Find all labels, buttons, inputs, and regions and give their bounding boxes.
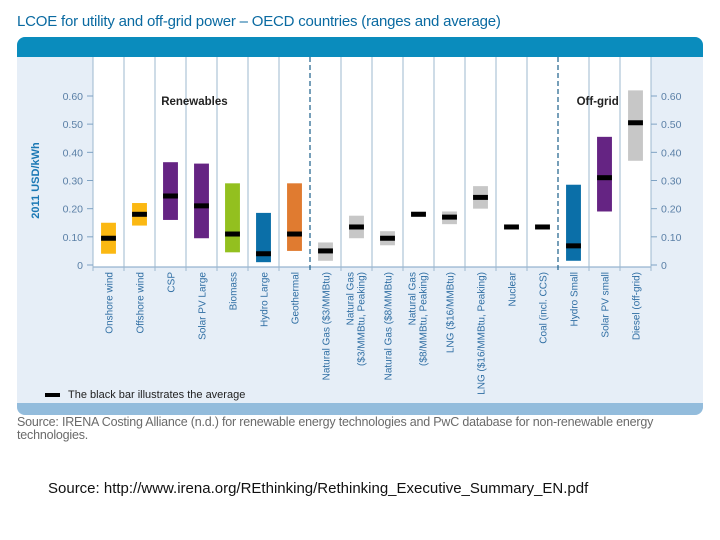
average-marker — [628, 120, 643, 126]
average-marker — [318, 248, 333, 254]
category-label: Coal (incl. CCS) — [539, 272, 550, 344]
category-label: Onshore wind — [105, 272, 116, 334]
category-label-line: Solar PV small — [601, 272, 612, 338]
category-label-line: Solar PV Large — [198, 272, 209, 340]
y-tick-label-left: 0.40 — [63, 147, 84, 159]
average-marker — [380, 235, 395, 241]
legend-label: The black bar illustrates the average — [68, 389, 246, 401]
category-label: LNG ($16/MMBtu) — [446, 272, 457, 353]
y-tick-label-left: 0.50 — [63, 119, 84, 131]
category-label: Diesel (off-grid) — [632, 272, 643, 340]
source-url: Source: http://www.irena.org/REthinking/… — [48, 480, 589, 497]
category-label: Natural Gas($3/MMBtu, Peaking) — [346, 272, 368, 366]
category-label: Natural Gas($8/MMBtu, Peaking) — [408, 272, 430, 366]
category-label: Natural Gas ($8/MMBtu) — [384, 272, 395, 380]
category-label-line: ($3/MMBtu, Peaking) — [357, 272, 368, 366]
legend: The black bar illustrates the average — [45, 389, 245, 401]
chart-panel: 0 0 0.10 0.10 0.20 0.20 0.30 0.30 0.40 0.40 0.50 0.… — [17, 37, 703, 415]
panel-header-bar — [17, 37, 703, 57]
category-label-line: Biomass — [229, 272, 240, 310]
average-marker — [535, 224, 550, 230]
category-label-line: Natural Gas ($8/MMBtu) — [384, 272, 395, 380]
category-label-line: Coal (incl. CCS) — [539, 272, 550, 344]
category-label-line: Onshore wind — [105, 272, 116, 334]
average-marker — [597, 175, 612, 181]
range-bar — [256, 212, 271, 263]
y-tick-label-right: 0.50 — [661, 119, 682, 131]
category-label: Nuclear — [508, 271, 519, 306]
y-tick-label-left: 0.10 — [63, 232, 84, 244]
category-label: Natural Gas ($3/MMBtu) — [322, 272, 333, 380]
category-label: LNG ($16/MMBtu, Peaking) — [477, 272, 488, 395]
average-bar-legend-swatch — [45, 393, 60, 397]
category-label-line: Hydro Large — [260, 272, 271, 327]
y-tick-label-right: 0.60 — [661, 91, 682, 103]
y-tick-label-right: 0.10 — [661, 232, 682, 244]
y-tick-label-right: 0.20 — [661, 204, 682, 216]
category-label-line: CSP — [167, 272, 178, 293]
category-label: Geothermal — [291, 272, 302, 324]
y-axis-title: 2011 USD/kWh — [30, 142, 42, 219]
average-marker — [349, 224, 364, 230]
average-marker — [101, 235, 116, 241]
category-label: Biomass — [229, 272, 240, 310]
range-bar — [287, 183, 302, 251]
lcoe-chart: 0 0 0.10 0.10 0.20 0.20 0.30 0.30 0.40 0.40 0.50 0.… — [30, 57, 682, 395]
y-tick-label-left: 0.60 — [63, 91, 84, 103]
average-marker — [287, 231, 302, 237]
average-marker — [163, 193, 178, 199]
category-label-line: Geothermal — [291, 272, 302, 324]
chart-title: LCOE for utility and off-grid power – OE… — [17, 13, 501, 30]
average-marker — [473, 194, 488, 200]
category-label-line: Hydro Small — [570, 272, 581, 326]
category-label-line: Natural Gas — [346, 272, 357, 325]
average-marker — [225, 231, 240, 237]
group-label-off-grid: Off-grid — [577, 96, 619, 108]
y-tick-label-left: 0.30 — [63, 176, 84, 188]
range-bar — [628, 90, 643, 161]
category-label-line: Diesel (off-grid) — [632, 272, 643, 340]
range-bar — [566, 184, 581, 261]
category-label-line: Offshore wind — [136, 272, 147, 334]
average-marker — [411, 211, 426, 217]
average-marker — [194, 203, 209, 209]
category-label: Solar PV Large — [198, 272, 209, 340]
average-marker — [132, 211, 147, 217]
range-bar — [225, 183, 240, 253]
y-tick-label-left: 0.20 — [63, 204, 84, 216]
category-label: Solar PV small — [601, 272, 612, 338]
y-tick-label-right: 0.40 — [661, 147, 682, 159]
panel-footer-bar — [17, 403, 703, 415]
average-marker — [504, 224, 519, 230]
range-bar — [194, 163, 209, 239]
category-label-line: Natural Gas ($3/MMBtu) — [322, 272, 333, 380]
category-label-line: LNG ($16/MMBtu) — [446, 272, 457, 353]
category-label-line: LNG ($16/MMBtu, Peaking) — [477, 272, 488, 395]
category-label: Hydro Small — [570, 272, 581, 326]
y-tick-label-right: 0.30 — [661, 176, 682, 188]
category-label: CSP — [167, 272, 178, 293]
y-tick-label-right: 0 — [661, 260, 667, 272]
y-tick-label-left: 0 — [77, 260, 83, 272]
range-bar — [597, 136, 612, 212]
category-label: Hydro Large — [260, 272, 271, 327]
average-marker — [566, 243, 581, 249]
category-label-line: Natural Gas — [408, 272, 419, 325]
group-label-renewables: Renewables — [161, 96, 227, 108]
average-marker — [442, 214, 457, 220]
range-bar — [163, 162, 178, 220]
category-label-line: Nuclear — [508, 271, 519, 306]
category-label-line: ($8/MMBtu, Peaking) — [419, 272, 430, 366]
category-label: Offshore wind — [136, 272, 147, 334]
average-marker — [256, 251, 271, 257]
source-note: Source: IRENA Costing Alliance (n.d.) fo… — [17, 415, 654, 442]
